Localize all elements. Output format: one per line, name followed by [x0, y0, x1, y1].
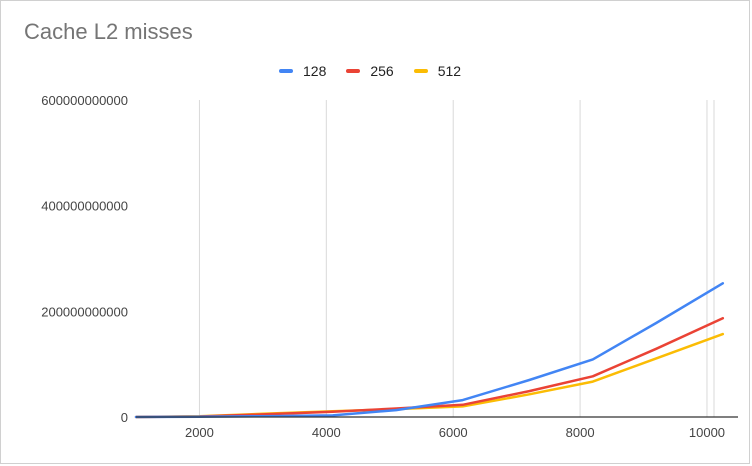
legend-swatch-256	[346, 69, 361, 73]
y-tick-label: 200000000000	[41, 304, 128, 319]
x-tick-label: 6000	[439, 425, 468, 440]
x-tick-label: 10000	[689, 425, 725, 440]
y-tick-label: 400000000000	[41, 199, 128, 214]
series-line-256	[134, 316, 725, 419]
legend: 128 256 512	[279, 61, 481, 81]
x-tick-label: 2000	[185, 425, 214, 440]
legend-swatch-512	[413, 69, 428, 73]
legend-label-512: 512	[437, 63, 462, 79]
series-line-128	[134, 282, 725, 419]
legend-swatch-128	[279, 69, 293, 73]
legend-item-256: 256	[346, 63, 394, 79]
y-tick-label: 0	[121, 410, 128, 425]
legend-item-128: 128	[279, 63, 326, 79]
legend-item-512: 512	[413, 63, 462, 79]
y-tick-label: 600000000000	[41, 93, 128, 108]
legend-label-256: 256	[370, 63, 394, 79]
chart-title: Cache L2 misses	[24, 19, 193, 44]
x-tick-label: 4000	[312, 425, 341, 440]
x-tick-label: 8000	[566, 425, 595, 440]
legend-label-128: 128	[303, 63, 327, 79]
